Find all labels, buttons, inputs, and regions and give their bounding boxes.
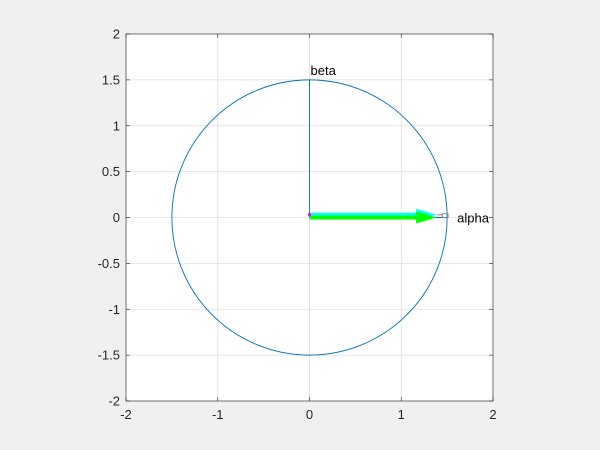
y-tick-label: -1.5 xyxy=(98,348,120,363)
y-tick-label: 2 xyxy=(113,27,120,42)
alpha-label: alpha xyxy=(457,211,490,226)
green-vector-head xyxy=(416,211,437,224)
x-tick-label: 0 xyxy=(306,407,313,422)
y-tick-label: 0.5 xyxy=(102,164,120,179)
y-tick-label: 1.5 xyxy=(102,72,120,87)
origin-marker xyxy=(308,213,311,217)
tick-labels: -2 -1 0 1 2 -2 -1.5 -1 -0.5 0 0.5 1 1.5 2 xyxy=(98,27,497,423)
annotations: beta alpha xyxy=(311,63,490,226)
axis-ticks xyxy=(125,33,494,402)
x-tick-label: -2 xyxy=(120,407,132,422)
tip-box xyxy=(442,213,449,218)
x-tick-label: -1 xyxy=(212,407,224,422)
x-tick-label: 1 xyxy=(398,407,405,422)
y-tick-label: -0.5 xyxy=(98,256,120,271)
y-tick-label: 0 xyxy=(113,210,120,225)
y-tick-label: 1 xyxy=(113,118,120,133)
x-tick-label: 2 xyxy=(489,407,496,422)
plot-data xyxy=(171,79,449,356)
y-tick-label: -2 xyxy=(108,394,120,409)
beta-label: beta xyxy=(311,63,337,78)
y-tick-label: -1 xyxy=(108,302,120,317)
